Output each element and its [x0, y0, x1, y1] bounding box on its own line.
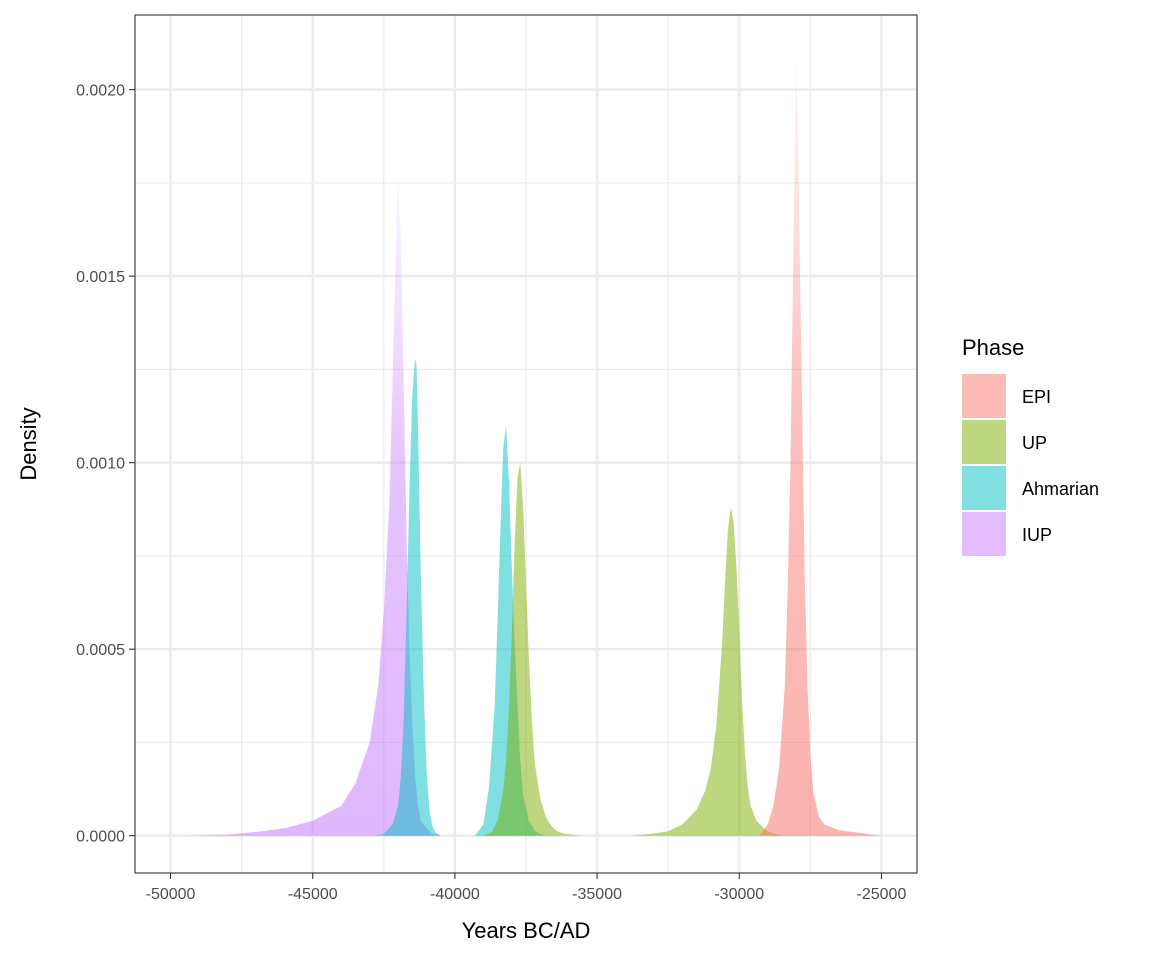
plot-panel-border	[134, 14, 918, 874]
density-area-iup	[184, 171, 441, 836]
x-tick-label: -35000	[572, 886, 622, 903]
x-tick-label: -25000	[857, 886, 907, 903]
y-tick-label: 0.0000	[76, 829, 125, 846]
y-tick-label: 0.0015	[76, 269, 125, 286]
y-axis-title: Density	[16, 407, 41, 480]
density-area-epi	[759, 52, 882, 836]
legend-key-epi	[962, 374, 1006, 418]
legend-key-up	[962, 420, 1006, 464]
x-axis: -50000 -45000 -40000 -35000 -30000 -25000	[146, 873, 907, 903]
legend-label-iup: IUP	[1022, 525, 1052, 545]
y-axis: 0.0000 0.0005 0.0010 0.0015 0.0020	[76, 83, 135, 846]
density-area-ahmarian	[375, 358, 441, 836]
x-tick-label: -40000	[430, 886, 480, 903]
legend-label-epi: EPI	[1022, 387, 1051, 407]
legend-label-up: UP	[1022, 433, 1047, 453]
density-area-up	[483, 462, 583, 836]
legend-title: Phase	[962, 335, 1024, 360]
x-tick-label: -45000	[288, 886, 338, 903]
x-axis-title: Years BC/AD	[462, 918, 591, 943]
legend-key-iup	[962, 512, 1006, 556]
density-areas	[184, 52, 882, 836]
y-tick-label: 0.0005	[76, 642, 125, 659]
legend-key-ahmarian	[962, 466, 1006, 510]
legend-label-ahmarian: Ahmarian	[1022, 479, 1099, 499]
y-tick-label: 0.0020	[76, 83, 125, 100]
y-tick-label: 0.0010	[76, 456, 125, 473]
density-area-ahmarian	[474, 425, 546, 836]
x-tick-label: -30000	[714, 886, 764, 903]
legend: Phase EPI UP Ahmarian IUP	[962, 335, 1099, 556]
x-tick-label: -50000	[146, 886, 196, 903]
